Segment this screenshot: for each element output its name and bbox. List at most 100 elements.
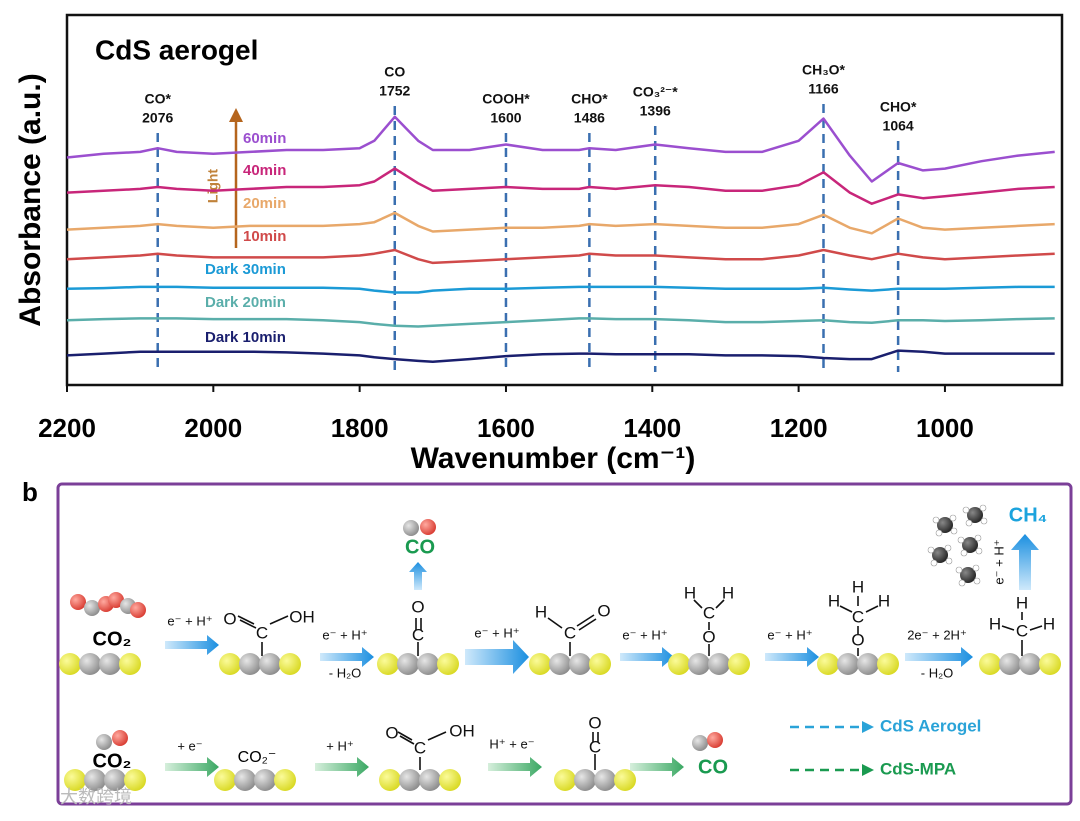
spectrum-line: [66, 285, 1055, 294]
atom-label: O: [385, 723, 398, 742]
legend-label: CdS Aerogel: [880, 716, 981, 735]
atom-ball: [70, 594, 86, 610]
step-label: e⁻ + H⁺: [767, 627, 812, 642]
atom-ball: [64, 769, 86, 791]
atom-label: C: [703, 603, 715, 622]
co2-label: CO₂: [93, 750, 132, 772]
atom-ball: [937, 517, 953, 533]
peak-species: CHO*: [571, 91, 608, 107]
co-product: CO: [698, 756, 728, 778]
x-tick-label: 1800: [331, 413, 389, 443]
atom-ball: [59, 653, 81, 675]
atom-ball: [403, 520, 419, 536]
series-label: Dark 30min: [205, 261, 286, 278]
atom-ball: [979, 653, 1001, 675]
h-ball: [980, 517, 988, 525]
atom-ball: [437, 653, 459, 675]
atom-ball: [279, 653, 301, 675]
step-label: e⁻ + H⁺: [474, 625, 519, 640]
spectrum-line: [66, 115, 1055, 183]
h-ball: [960, 549, 968, 557]
atom-ball: [668, 653, 690, 675]
x-tick-label: 2200: [38, 413, 96, 443]
atom-ball: [817, 653, 839, 675]
series-label: 40min: [243, 162, 286, 179]
series-label: 60min: [243, 130, 286, 147]
atom-ball: [419, 769, 441, 791]
atom-ball: [234, 769, 256, 791]
light-arrow-head: [229, 108, 243, 122]
peak-species: CO₃²⁻*: [633, 84, 679, 100]
peak-position: 2076: [142, 110, 173, 126]
h-ball: [973, 577, 981, 585]
atom-ball: [569, 653, 591, 675]
watermark: 大数跨境: [60, 787, 132, 807]
atom-label: H: [878, 591, 890, 610]
x-tick-label: 2000: [184, 413, 242, 443]
atom-ball: [214, 769, 236, 791]
peak-species: CO: [384, 64, 405, 80]
spectrum-line: [66, 211, 1055, 235]
atom-label: H: [722, 583, 734, 602]
atom-label: C: [256, 623, 268, 642]
atom-ball: [124, 769, 146, 791]
atom-ball: [999, 653, 1021, 675]
atom-label: C: [412, 625, 424, 644]
step-label: e⁻ + H⁺: [322, 627, 367, 642]
h-ball: [950, 527, 958, 535]
h-ball: [979, 504, 987, 512]
step-label: e⁻ + H⁺: [167, 613, 212, 628]
h-ball: [975, 547, 983, 555]
peak-position: 1166: [808, 81, 839, 97]
molecules: [59, 504, 1061, 791]
atom-ball: [614, 769, 636, 791]
peak-position: 1486: [574, 110, 605, 126]
atom-label: O: [597, 601, 610, 620]
atom-label: O: [588, 713, 601, 732]
atom-ball: [84, 600, 100, 616]
atom-ball: [589, 653, 611, 675]
series-label: 20min: [243, 195, 286, 212]
atom-ball: [119, 653, 141, 675]
h-ball: [958, 579, 966, 587]
atom-ball: [529, 653, 551, 675]
step-label: + e⁻: [177, 738, 202, 753]
spectrum-line: [66, 248, 1055, 265]
atom-ball: [1019, 653, 1041, 675]
peak-position: 1752: [379, 83, 410, 99]
series-label: Dark 10min: [205, 329, 286, 346]
atom-ball: [79, 653, 101, 675]
h-ball: [974, 534, 982, 542]
atom-label: H: [989, 614, 1001, 633]
atom-label: C: [414, 738, 426, 757]
atom-label: C: [1016, 621, 1028, 640]
atom-label: H: [1016, 593, 1028, 612]
atom-label: OH: [289, 607, 315, 626]
atom-ball: [254, 769, 276, 791]
step-label: H⁺ + e⁻: [489, 736, 534, 751]
atom-label: H: [828, 591, 840, 610]
atom-ball: [112, 730, 128, 746]
h-ball: [972, 564, 980, 572]
atom-label: H: [684, 583, 696, 602]
x-tick-label: 1400: [623, 413, 681, 443]
spectrum-line: [66, 167, 1055, 205]
atom-label: O: [851, 630, 864, 649]
plot-frame: [65, 13, 1064, 387]
step-label: e⁻ + H⁺: [991, 539, 1006, 584]
co-product: CO: [405, 536, 435, 558]
co2-label: CO₂: [93, 628, 132, 650]
x-tick-label: 1000: [916, 413, 974, 443]
atom-ball: [574, 769, 596, 791]
atom-ball: [439, 769, 461, 791]
atom-ball: [420, 519, 436, 535]
atom-ball: [239, 653, 261, 675]
atom-ball: [962, 537, 978, 553]
atom-label: H: [1043, 614, 1055, 633]
panel-frame: [56, 482, 1073, 806]
h-ball: [935, 529, 943, 537]
co2-anion: CO₂⁻: [238, 749, 277, 766]
arrows: [165, 534, 1039, 777]
peak-position: 1396: [640, 103, 671, 119]
h-ball: [962, 506, 970, 514]
